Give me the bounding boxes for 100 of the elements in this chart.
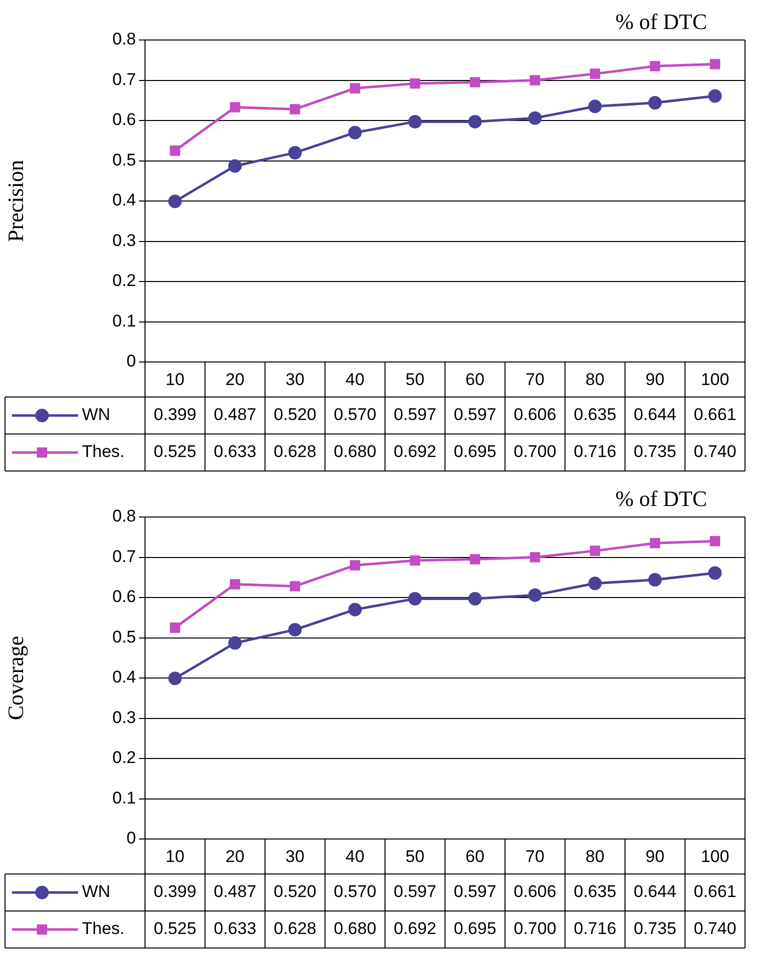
point <box>168 672 182 686</box>
point <box>588 100 602 114</box>
x-tick-label: 100 <box>700 846 730 866</box>
point <box>588 576 602 590</box>
point <box>470 77 480 88</box>
data-label: 0.735 <box>634 442 676 462</box>
data-label: 0.570 <box>334 882 376 902</box>
x-tick-label: 20 <box>226 370 244 389</box>
y-tick-label: 0.6 <box>112 110 136 130</box>
data-label: 0.680 <box>334 442 376 462</box>
point <box>650 61 660 72</box>
data-label: 0.692 <box>394 442 436 462</box>
data-label: 0.692 <box>394 919 436 938</box>
point <box>410 78 420 89</box>
data-label: 0.740 <box>694 919 736 938</box>
x-tick-label: 50 <box>406 846 424 866</box>
x-tick-label: 10 <box>166 846 184 866</box>
data-label: 0.633 <box>214 919 256 938</box>
legend-label: WN <box>82 405 110 424</box>
point <box>228 159 242 173</box>
x-tick-label: 60 <box>466 846 484 866</box>
data-label: 0.644 <box>634 405 676 424</box>
x-tick-label: 80 <box>586 370 604 389</box>
y-axis-title: Precision <box>2 160 28 242</box>
y-tick-label: 0.8 <box>112 506 136 526</box>
data-label: 0.525 <box>154 442 196 462</box>
data-label: 0.597 <box>454 405 496 424</box>
point <box>650 538 660 548</box>
point <box>288 622 302 636</box>
point <box>410 555 420 566</box>
point <box>708 566 722 580</box>
y-tick-label: 0 <box>126 352 136 371</box>
data-label: 0.399 <box>154 882 196 902</box>
point <box>350 83 360 94</box>
data-label: 0.680 <box>334 919 376 938</box>
data-label: 0.597 <box>454 882 496 902</box>
y-tick-label: 0.3 <box>112 708 136 727</box>
y-tick-label: 0.5 <box>112 150 136 170</box>
data-label: 0.628 <box>274 442 316 462</box>
point <box>348 126 362 140</box>
x-tick-label: 90 <box>646 370 664 389</box>
data-label: 0.661 <box>694 405 736 424</box>
point <box>528 111 542 125</box>
data-label: 0.740 <box>694 442 736 462</box>
point <box>228 636 242 650</box>
point <box>348 602 362 616</box>
y-axis-title: Coverage <box>2 636 28 720</box>
legend-label: Thes. <box>82 442 125 462</box>
x-tick-label: 60 <box>466 370 484 389</box>
y-tick-label: 0.7 <box>112 546 136 566</box>
data-label: 0.487 <box>214 405 256 424</box>
point <box>408 592 422 606</box>
x-tick-label: 40 <box>346 370 364 389</box>
y-tick-label: 0.5 <box>112 627 136 646</box>
data-label: 0.635 <box>574 882 616 902</box>
point <box>590 68 600 79</box>
x-tick-label: 40 <box>346 846 364 866</box>
data-label: 0.644 <box>634 882 676 902</box>
y-tick-label: 0.8 <box>112 30 136 49</box>
data-label: 0.695 <box>454 442 496 462</box>
point <box>288 146 302 160</box>
data-label: 0.700 <box>514 442 556 462</box>
x-tick-label: 70 <box>526 846 544 866</box>
data-label: 0.700 <box>514 919 556 938</box>
x-axis-title: % of DTC <box>615 8 707 34</box>
x-tick-label: 100 <box>700 370 730 389</box>
x-tick-label: 70 <box>526 370 544 389</box>
x-tick-label: 50 <box>406 370 424 389</box>
data-label: 0.735 <box>634 919 676 938</box>
data-label: 0.661 <box>694 882 736 902</box>
point <box>468 114 482 128</box>
x-tick-label: 30 <box>286 846 304 866</box>
point <box>648 96 662 110</box>
y-tick-label: 0.6 <box>112 587 136 606</box>
data-label: 0.597 <box>394 882 436 902</box>
x-tick-label: 20 <box>226 846 244 866</box>
point <box>590 546 600 556</box>
point <box>230 579 240 590</box>
data-label: 0.633 <box>214 442 256 462</box>
y-tick-label: 0 <box>126 828 136 848</box>
y-tick-label: 0.1 <box>112 311 136 330</box>
x-tick-label: 80 <box>586 846 604 866</box>
point <box>408 114 422 128</box>
point <box>170 146 180 156</box>
data-label: 0.525 <box>154 919 196 938</box>
x-tick-label: 30 <box>286 370 304 389</box>
y-tick-label: 0.3 <box>112 230 136 250</box>
point <box>468 592 482 606</box>
legend-label: Thes. <box>82 919 125 938</box>
point <box>350 560 360 570</box>
y-tick-label: 0.2 <box>112 748 136 768</box>
point <box>708 89 722 103</box>
y-tick-label: 0.7 <box>112 70 136 89</box>
data-label: 0.606 <box>514 405 556 424</box>
data-label: 0.695 <box>454 919 496 938</box>
y-tick-label: 0.4 <box>112 190 136 210</box>
legend-label: WN <box>82 882 110 902</box>
point <box>168 194 182 208</box>
data-label: 0.635 <box>574 405 616 424</box>
point <box>470 554 480 564</box>
